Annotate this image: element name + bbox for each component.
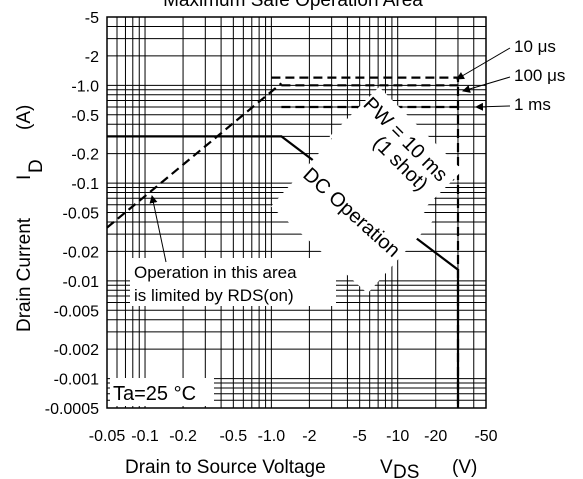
ta-label-bg	[110, 378, 214, 406]
y-tick-label: -0.01	[63, 274, 100, 291]
x-tick-label: -2	[302, 428, 316, 445]
pulse-10us-label: 10 μs	[514, 37, 556, 56]
y-axis-subscript: D	[26, 159, 47, 173]
series-line-3	[106, 82, 283, 229]
y-axis-label: Drain Current	[14, 217, 35, 332]
x-tick-label: -0.2	[169, 428, 197, 445]
dc-label-bg	[270, 133, 434, 294]
x-tick-label: -20	[424, 428, 447, 445]
y-tick-label: -0.02	[63, 244, 100, 261]
rds-label-line2: is limited by RDS(on)	[134, 286, 294, 305]
x-tick-label: -1.0	[258, 428, 286, 445]
x-tick-label: -50	[474, 428, 497, 445]
rds-arrow	[149, 195, 167, 263]
x-axis-unit: (V)	[452, 457, 477, 478]
y-tick-label: -0.001	[54, 372, 99, 389]
y-tick-label: -0.1	[71, 176, 99, 193]
x-tick-labels: -0.05 -0.1 -0.2 -0.5 -1.0 -2 -5 -10 -20 -50	[89, 428, 498, 445]
y-tick-label: -0.002	[54, 342, 99, 359]
y-tick-labels: -5 -2 -1.0 -0.5 -0.2 -0.1 -0.05 -0.02 -0.01 -0.00…	[45, 10, 99, 418]
x-axis-label: Drain to Source Voltage	[125, 457, 326, 478]
x-tick-label: -0.05	[89, 428, 126, 445]
chart-title: Maximum Safe Operation Area	[163, 0, 423, 11]
x-tick-label: -5	[353, 428, 367, 445]
x-tick-label: -0.1	[131, 428, 159, 445]
x-tick-label: -0.5	[220, 428, 248, 445]
y-tick-label: -0.005	[54, 303, 99, 320]
pulse-1ms-label: 1 ms	[514, 95, 551, 114]
y-tick-label: -1.0	[71, 78, 99, 95]
ta-label: Ta=25 °C	[113, 383, 196, 405]
pulse-10us-arrow	[456, 47, 511, 80]
y-axis-symbol: I	[14, 175, 35, 180]
y-tick-label: -0.05	[63, 206, 100, 223]
pulse-100us-label: 100 μs	[514, 66, 565, 85]
y-tick-label: -0.2	[71, 147, 99, 164]
x-axis-symbol: V	[380, 457, 393, 478]
pulse-1ms-arrow	[475, 102, 511, 111]
rds-label-bg	[130, 258, 336, 306]
x-tick-label: -10	[386, 428, 409, 445]
y-tick-label: -0.0005	[45, 401, 99, 418]
plot-frame	[106, 16, 487, 409]
y-tick-label: -0.5	[71, 108, 99, 125]
rds-label-line1: Operation in this area	[134, 263, 297, 282]
pw-label-bg	[329, 86, 463, 220]
y-tick-label: -5	[85, 10, 99, 27]
pulse-100us-arrow	[462, 76, 511, 93]
x-axis-subscript: DS	[393, 462, 419, 479]
y-tick-label: -2	[85, 49, 99, 66]
y-axis-unit: (A)	[14, 105, 35, 130]
